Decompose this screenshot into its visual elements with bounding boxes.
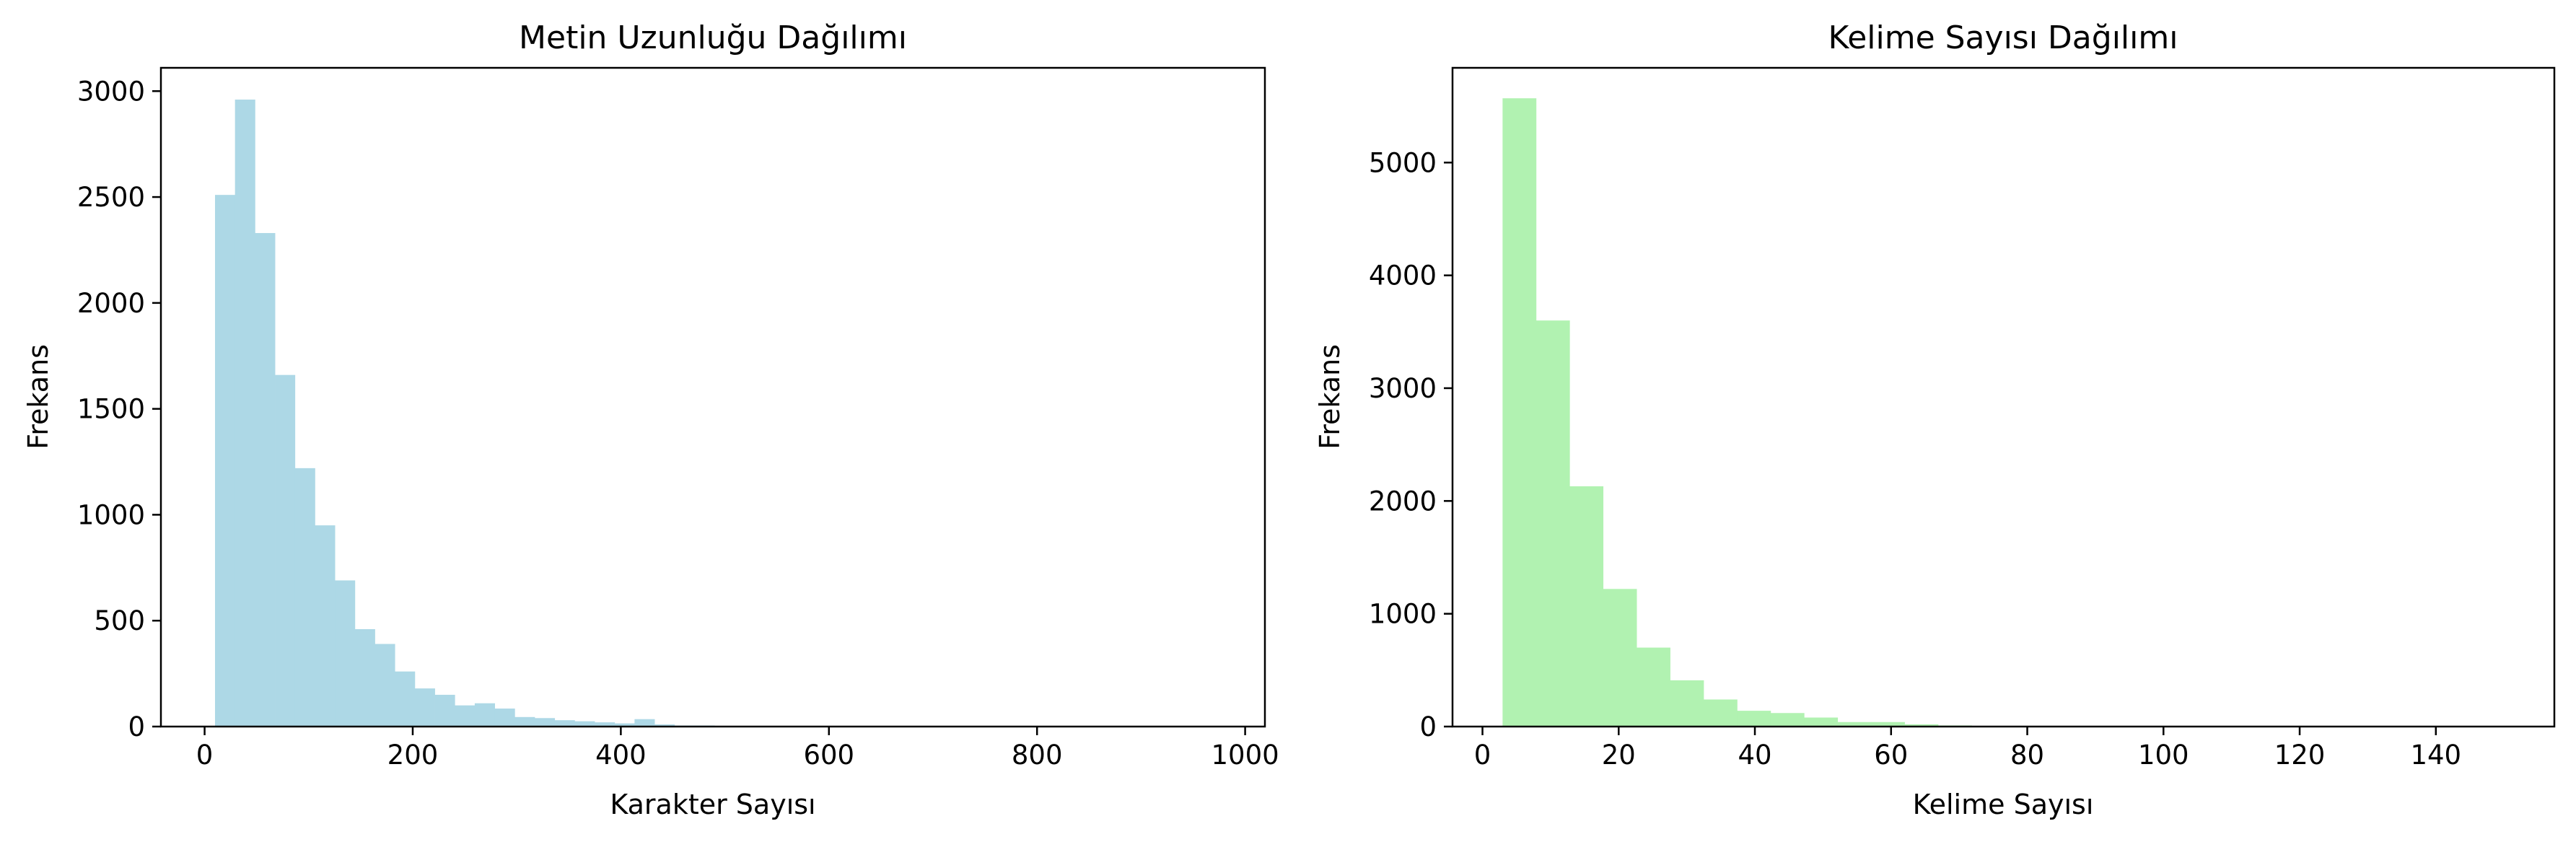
histogram-bar <box>214 195 236 727</box>
x-tick-label: 600 <box>803 740 854 771</box>
histogram-bar <box>614 723 635 727</box>
y-tick-label: 1000 <box>77 499 145 530</box>
bars <box>1502 98 2508 727</box>
x-axis-ticks: 0 20 40 60 80 100 120 140 <box>1474 727 2461 771</box>
x-tick-label: 40 <box>1738 740 1771 771</box>
histogram-bar <box>414 688 435 727</box>
histogram-bar <box>275 374 296 727</box>
histogram-bar <box>354 628 375 727</box>
y-tick-label: 1000 <box>1369 599 1437 630</box>
histogram-bar <box>1670 680 1704 727</box>
y-tick-label: 3000 <box>77 76 145 107</box>
x-axis-ticks: 0 200 400 600 800 1000 <box>196 727 1279 771</box>
histogram-bar <box>1703 699 1738 727</box>
histogram-bar <box>255 232 276 727</box>
histogram-bar <box>554 720 575 727</box>
histogram-bar <box>1502 98 1537 727</box>
y-tick-label: 5000 <box>1369 147 1437 178</box>
y-tick-label: 2000 <box>77 288 145 319</box>
chart-title: Kelime Sayısı Dağılımı <box>1828 19 2178 56</box>
histogram-word-count: Kelime Sayısı Dağılımı 0 20 40 60 80 100 120 14… <box>1314 19 2556 820</box>
histogram-bar <box>1569 486 1604 727</box>
histogram-bar <box>1837 722 1872 727</box>
histogram-bar <box>294 468 315 727</box>
histogram-bar <box>595 722 615 727</box>
x-tick-label: 60 <box>1874 740 1908 771</box>
histogram-bar <box>1770 713 1805 727</box>
histogram-bar <box>315 525 336 727</box>
histogram-bar <box>534 718 556 727</box>
x-tick-label: 200 <box>387 740 439 771</box>
y-axis-label: Frekans <box>22 344 54 449</box>
x-axis-label: Kelime Sayısı <box>1913 789 2094 820</box>
histogram-bar <box>235 100 255 727</box>
y-axis-ticks: 0 500 1000 1500 2000 2500 3000 <box>77 76 161 742</box>
histogram-bar <box>1603 589 1637 727</box>
y-tick-label: 0 <box>1419 711 1437 742</box>
y-axis-ticks: 0 1000 2000 3000 4000 5000 <box>1369 147 1453 742</box>
x-tick-label: 120 <box>2274 740 2326 771</box>
histogram-bar <box>1804 717 1839 727</box>
x-tick-label: 100 <box>2138 740 2189 771</box>
x-tick-label: 20 <box>1602 740 1636 771</box>
histogram-bar <box>1637 647 1670 727</box>
y-axis-label: Frekans <box>1314 344 1346 449</box>
histogram-bar <box>474 703 496 727</box>
histogram-bar <box>574 721 595 727</box>
histogram-bar <box>634 719 655 727</box>
histogram-bar <box>514 716 535 727</box>
histogram-bar <box>395 671 416 727</box>
histogram-bar <box>434 694 455 727</box>
x-tick-label: 0 <box>1474 740 1491 771</box>
plot-frame <box>159 66 1266 728</box>
histogram-bar <box>374 644 395 727</box>
histogram-bar <box>335 580 356 727</box>
histogram-bar <box>455 705 476 727</box>
plot-frame <box>1451 66 2556 728</box>
histogram-bar <box>1737 711 1771 727</box>
x-tick-label: 0 <box>196 740 214 771</box>
x-tick-label: 140 <box>2410 740 2461 771</box>
x-tick-label: 400 <box>595 740 647 771</box>
bars <box>214 100 1214 727</box>
x-tick-label: 1000 <box>1212 740 1279 771</box>
y-tick-label: 0 <box>128 711 145 742</box>
chart-title: Metin Uzunluğu Dağılımı <box>519 19 907 56</box>
histogram-bar <box>1904 724 1939 727</box>
y-tick-label: 4000 <box>1369 260 1437 291</box>
x-tick-label: 800 <box>1012 740 1063 771</box>
histogram-bar <box>1871 722 1905 727</box>
x-axis-label: Karakter Sayısı <box>610 789 815 820</box>
histogram-bar <box>654 724 675 727</box>
histogram-bar <box>494 709 515 727</box>
x-tick-label: 80 <box>2010 740 2044 771</box>
y-tick-label: 1500 <box>77 394 145 425</box>
y-tick-label: 2500 <box>77 182 145 213</box>
histogram-bar <box>1535 320 1570 727</box>
histogram-text-length: Metin Uzunluğu Dağılımı 0 200 400 600 800 100… <box>22 19 1279 820</box>
y-tick-label: 2000 <box>1369 486 1437 517</box>
y-tick-label: 500 <box>94 605 145 636</box>
y-tick-label: 3000 <box>1369 373 1437 404</box>
